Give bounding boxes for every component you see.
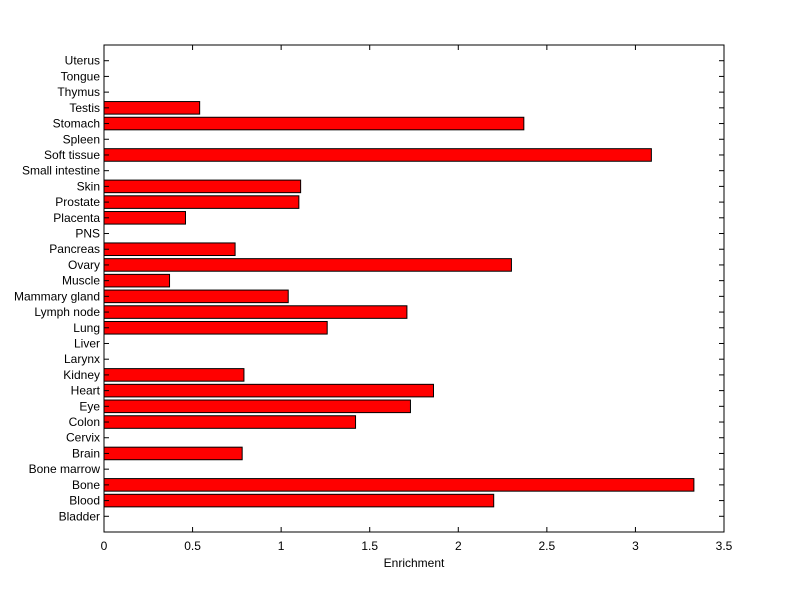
y-tick-label: Muscle (62, 274, 100, 288)
x-tick-label: 2.5 (539, 539, 556, 553)
x-ticks-group: 0 0.5 1 1.5 2 2.5 3 3.5 (101, 45, 733, 553)
y-tick-label: Uterus (65, 54, 100, 68)
y-tick-label: Cervix (66, 431, 100, 445)
bar (103, 148, 652, 162)
y-tick-label: Pancreas (49, 242, 100, 256)
y-tick-label: Prostate (55, 195, 100, 209)
bar (103, 101, 201, 115)
x-tick-label: 2 (455, 539, 462, 553)
y-tick-label: Bladder (59, 509, 100, 523)
y-tick-label: Small intestine (22, 164, 100, 178)
bar (103, 383, 434, 398)
y-tick-label: Lymph node (34, 305, 100, 319)
bar (103, 415, 357, 429)
x-tick-label: 0.5 (184, 539, 201, 553)
bar (103, 446, 243, 461)
bar (103, 211, 186, 225)
y-tick-label: Spleen (63, 132, 100, 146)
y-tick-label: Heart (71, 384, 101, 398)
y-tick-label: Thymus (57, 85, 100, 99)
bar (103, 179, 302, 194)
bar (103, 273, 171, 288)
bar (103, 493, 495, 508)
bar (103, 368, 245, 382)
y-tick-label: Stomach (53, 117, 100, 131)
y-tick-label: PNS (75, 227, 100, 241)
y-tick-label: Mammary gland (14, 289, 100, 303)
bar (103, 478, 695, 492)
y-tick-label: Bone (72, 478, 100, 492)
x-tick-label: 3.5 (716, 539, 733, 553)
bar (103, 305, 408, 319)
plot-frame (103, 44, 725, 533)
y-tick-label: Testis (69, 101, 100, 115)
bar (103, 195, 300, 209)
x-tick-label: 1 (278, 539, 285, 553)
y-tick-label: Placenta (53, 211, 100, 225)
x-tick-label: 3 (632, 539, 639, 553)
y-tick-label: Kidney (63, 368, 100, 382)
bar (103, 320, 328, 335)
y-tick-label: Skin (77, 179, 100, 193)
bar (103, 258, 512, 272)
y-tick-label: Larynx (64, 352, 100, 366)
y-tick-label: Colon (69, 415, 100, 429)
y-tick-label: Tongue (61, 69, 101, 83)
y-tick-label: Bone marrow (29, 462, 101, 476)
y-tick-label: Blood (69, 494, 100, 508)
bar (103, 399, 411, 414)
y-tick-label: Ovary (68, 258, 100, 272)
bar (103, 289, 289, 304)
y-tick-label: Lung (73, 321, 100, 335)
y-tick-label: Eye (79, 399, 100, 413)
x-tick-label: 1.5 (361, 539, 378, 553)
bar (103, 116, 525, 131)
bar (103, 242, 236, 257)
x-tick-label: 0 (101, 539, 108, 553)
x-axis-title: Enrichment (384, 556, 445, 570)
y-tick-label: Liver (74, 336, 100, 350)
y-tick-label: Soft tissue (44, 148, 100, 162)
y-tick-label: Brain (72, 446, 100, 460)
